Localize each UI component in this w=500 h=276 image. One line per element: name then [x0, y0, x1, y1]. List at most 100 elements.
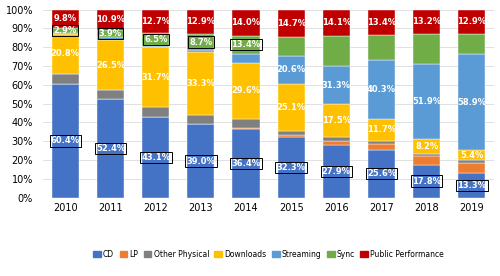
Bar [368, 60, 395, 119]
Text: 17.5%: 17.5% [322, 116, 351, 125]
Bar [458, 54, 485, 150]
Bar [323, 141, 350, 145]
Legend: CD, LP, Other Physical, Downloads, Streaming, Sync, Public Performance: CD, LP, Other Physical, Downloads, Strea… [90, 246, 447, 262]
Bar [413, 34, 440, 64]
Bar [413, 64, 440, 139]
Text: 40.3%: 40.3% [367, 85, 396, 94]
Text: 27.9%: 27.9% [322, 167, 351, 176]
Text: 31.7%: 31.7% [141, 73, 170, 82]
Text: 58.9%: 58.9% [458, 98, 486, 107]
Bar [413, 164, 440, 198]
Bar [188, 10, 214, 34]
Bar [142, 47, 169, 107]
Bar [458, 150, 485, 160]
Text: 60.4%: 60.4% [51, 136, 80, 145]
Bar [458, 34, 485, 54]
Text: 13.2%: 13.2% [412, 17, 442, 26]
Text: 13.4%: 13.4% [232, 40, 260, 49]
Bar [142, 46, 169, 47]
Text: 36.4%: 36.4% [232, 159, 260, 168]
Bar [368, 10, 395, 35]
Bar [368, 119, 395, 141]
Bar [188, 124, 214, 198]
Bar [323, 145, 350, 198]
Bar [52, 33, 79, 34]
Bar [278, 131, 304, 135]
Bar [323, 36, 350, 66]
Text: 14.0%: 14.0% [232, 18, 260, 27]
Bar [142, 107, 169, 117]
Bar [458, 160, 485, 163]
Bar [368, 144, 395, 150]
Bar [413, 154, 440, 156]
Bar [52, 73, 79, 84]
Bar [323, 137, 350, 141]
Text: 29.6%: 29.6% [232, 86, 260, 95]
Text: 43.1%: 43.1% [141, 153, 171, 162]
Bar [458, 163, 485, 173]
Bar [413, 139, 440, 154]
Text: 14.1%: 14.1% [322, 18, 351, 27]
Text: 12.9%: 12.9% [458, 17, 486, 26]
Bar [458, 10, 485, 34]
Bar [323, 10, 350, 36]
Bar [278, 56, 304, 84]
Text: 25.1%: 25.1% [276, 103, 306, 112]
Bar [232, 36, 260, 54]
Text: 52.4%: 52.4% [96, 144, 125, 153]
Bar [368, 35, 395, 60]
Bar [232, 54, 260, 63]
Text: 25.6%: 25.6% [367, 169, 396, 178]
Bar [52, 34, 79, 73]
Text: 33.3%: 33.3% [186, 79, 216, 88]
Bar [458, 173, 485, 198]
Bar [323, 66, 350, 104]
Bar [142, 117, 169, 198]
Text: 6.5%: 6.5% [144, 35, 168, 44]
Bar [97, 38, 124, 40]
Bar [232, 129, 260, 198]
Text: 12.9%: 12.9% [186, 17, 216, 26]
Text: 20.6%: 20.6% [276, 65, 306, 74]
Bar [278, 137, 304, 198]
Bar [188, 52, 214, 115]
Bar [413, 10, 440, 34]
Bar [97, 90, 124, 99]
Text: 5.4%: 5.4% [460, 151, 483, 160]
Text: 39.0%: 39.0% [186, 156, 216, 166]
Bar [52, 10, 79, 28]
Text: 11.7%: 11.7% [367, 125, 396, 134]
Bar [97, 10, 124, 30]
Text: 13.4%: 13.4% [367, 18, 396, 27]
Text: 14.7%: 14.7% [276, 19, 306, 28]
Text: 26.5%: 26.5% [96, 61, 125, 70]
Bar [232, 119, 260, 128]
Bar [188, 50, 214, 52]
Bar [97, 40, 124, 90]
Text: 51.9%: 51.9% [412, 97, 442, 106]
Bar [368, 141, 395, 144]
Text: 2.9%: 2.9% [54, 26, 77, 35]
Bar [188, 115, 214, 124]
Bar [413, 156, 440, 164]
Bar [52, 28, 79, 33]
Bar [142, 33, 169, 46]
Text: 10.9%: 10.9% [96, 15, 125, 24]
Bar [52, 84, 79, 198]
Bar [323, 104, 350, 137]
Bar [278, 135, 304, 137]
Text: 9.8%: 9.8% [54, 14, 77, 23]
Text: 13.3%: 13.3% [458, 181, 486, 190]
Text: 12.7%: 12.7% [141, 17, 171, 26]
Bar [278, 84, 304, 131]
Bar [278, 10, 304, 37]
Bar [97, 99, 124, 198]
Text: 20.8%: 20.8% [51, 49, 80, 59]
Bar [368, 150, 395, 198]
Bar [188, 34, 214, 50]
Text: 31.3%: 31.3% [322, 81, 351, 90]
Bar [278, 37, 304, 56]
Bar [232, 10, 260, 36]
Bar [142, 10, 169, 33]
Text: 3.9%: 3.9% [99, 29, 122, 38]
